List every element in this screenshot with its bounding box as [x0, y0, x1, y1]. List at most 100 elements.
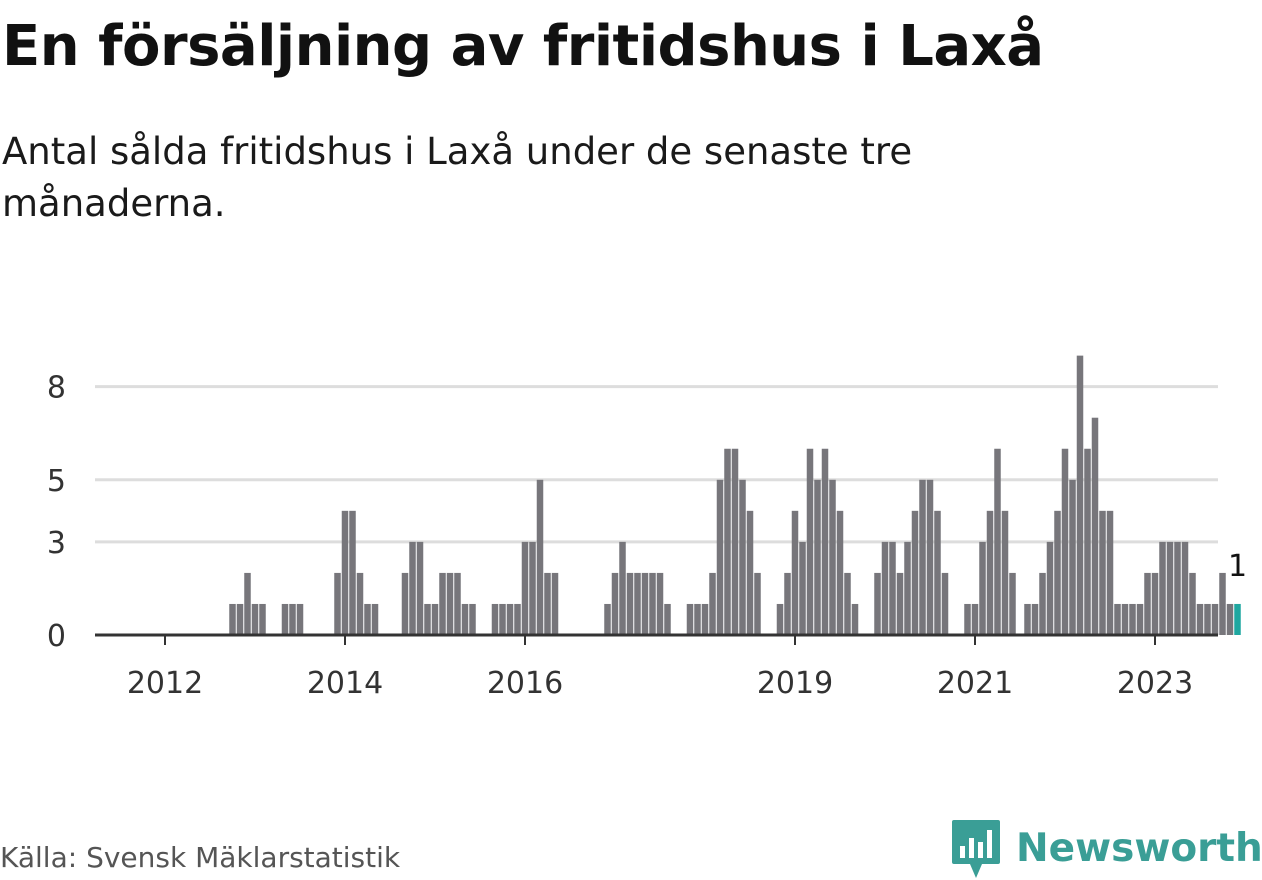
bar [1024, 603, 1031, 635]
bar [611, 572, 619, 635]
bar [896, 572, 904, 635]
x-tick-label: 2019 [757, 666, 833, 701]
bar [544, 572, 551, 635]
y-tick-label: 8 [47, 371, 66, 406]
bar [836, 510, 844, 635]
bar [364, 603, 371, 635]
bar [754, 572, 761, 635]
bar [1069, 479, 1076, 635]
brand-logo[interactable]: Newsworthy [950, 818, 1262, 880]
bar [1226, 603, 1234, 635]
bar [499, 603, 506, 635]
last-value-label: 1 [1228, 549, 1247, 584]
bar [694, 603, 701, 635]
bar [236, 603, 244, 635]
bars [229, 355, 1241, 635]
bar [904, 541, 911, 635]
x-tick-label: 2021 [937, 666, 1013, 701]
bar [1106, 510, 1114, 635]
bar [1076, 355, 1084, 635]
bar [424, 603, 431, 635]
bar [334, 572, 341, 635]
bar [994, 448, 1001, 635]
bar [1166, 541, 1174, 635]
bar [536, 479, 544, 635]
bar [506, 603, 514, 635]
bar [244, 572, 251, 635]
y-tick-label: 5 [47, 464, 66, 499]
bar [1219, 572, 1226, 635]
bar [349, 510, 356, 635]
bar [401, 572, 409, 635]
bar [716, 479, 724, 635]
bar [709, 572, 716, 635]
bar [356, 572, 364, 635]
bar [1211, 603, 1219, 635]
bar [551, 572, 559, 635]
bar [491, 603, 499, 635]
bar [1039, 572, 1046, 635]
bar [1204, 603, 1211, 635]
bar [296, 603, 304, 635]
bar-chart: 0 3 5 8 2012 2014 2016 2019 2021 2023 1 [47, 355, 1247, 701]
y-tick-label: 0 [47, 619, 66, 654]
bar [851, 603, 859, 635]
bar [1196, 603, 1204, 635]
bar [806, 448, 814, 635]
bar [469, 603, 476, 635]
bar [1189, 572, 1196, 635]
bar [724, 448, 731, 635]
bar [1084, 448, 1091, 635]
bar [739, 479, 746, 635]
x-tick-label: 2012 [127, 666, 203, 701]
bar [251, 603, 259, 635]
x-tick-label: 2023 [1117, 666, 1193, 701]
bar [701, 603, 709, 635]
gridlines [95, 385, 1218, 544]
bar [461, 603, 469, 635]
bar [986, 510, 994, 635]
bar [634, 572, 641, 635]
bar [604, 603, 611, 635]
bar [431, 603, 439, 635]
bar [814, 479, 821, 635]
bar [941, 572, 949, 635]
x-tick-label: 2016 [487, 666, 563, 701]
bar [1054, 510, 1061, 635]
bar [881, 541, 889, 635]
bar [664, 603, 671, 635]
bar [649, 572, 656, 635]
bar [1181, 541, 1189, 635]
x-axis-ticks: 2012 2014 2016 2019 2021 2023 [127, 635, 1193, 701]
bar [821, 448, 829, 635]
bar [746, 510, 754, 635]
bar [799, 541, 806, 635]
x-tick-label: 2014 [307, 666, 383, 701]
bar [1121, 603, 1129, 635]
bar [731, 448, 739, 635]
bar [1114, 603, 1121, 635]
bar [1001, 510, 1009, 635]
bar [1159, 541, 1166, 635]
bar [829, 479, 836, 635]
bar [529, 541, 536, 635]
chart-subtitle: Antal sålda fritidshus i Laxå under de s… [2, 130, 913, 225]
bar [791, 510, 799, 635]
brand-name: Newsworthy [1016, 826, 1262, 871]
bar [964, 603, 971, 635]
bar [686, 603, 694, 635]
bar [776, 603, 784, 635]
bar [416, 541, 424, 635]
bar [1099, 510, 1106, 635]
annotations: 1 [1228, 549, 1247, 584]
bar [874, 572, 881, 635]
bar [1009, 572, 1016, 635]
bar [971, 603, 979, 635]
bar [521, 541, 529, 635]
source-note: Källa: Svensk Mäklarstatistik [0, 841, 401, 874]
bar [1046, 541, 1054, 635]
bar [844, 572, 851, 635]
bar [454, 572, 461, 635]
bar [229, 603, 236, 635]
bar [371, 603, 379, 635]
